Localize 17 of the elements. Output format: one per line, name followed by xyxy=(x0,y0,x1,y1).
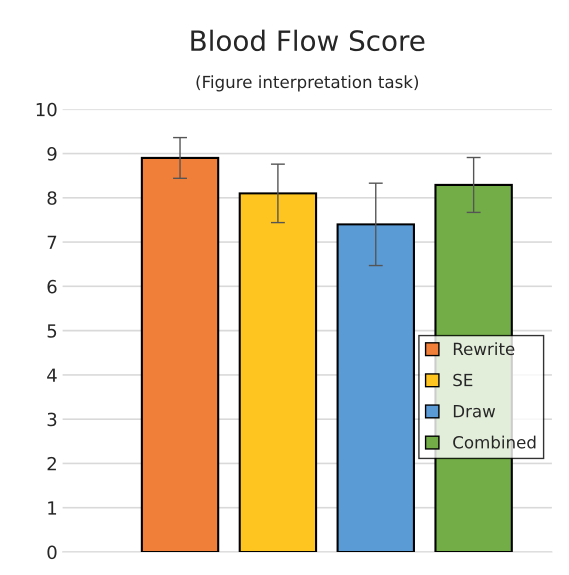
y-tick-label: 4 xyxy=(47,368,57,382)
chart-title: Blood Flow Score xyxy=(191,30,424,52)
y-tick-label: 6 xyxy=(48,280,57,294)
y-tick-label: 7 xyxy=(48,236,56,249)
y-tick-label: 5 xyxy=(48,324,56,338)
y-tick-label: 2 xyxy=(48,456,56,470)
y-tick-label: 1 xyxy=(48,501,56,515)
y-tick-label: 10 xyxy=(36,102,57,116)
legend-label: SE xyxy=(453,374,472,386)
legend-label: Rewrite xyxy=(454,342,514,356)
y-tick-label: 3 xyxy=(48,412,56,426)
legend-label: Draw xyxy=(454,405,496,418)
y-tick-label: 0 xyxy=(47,545,57,560)
y-tick-label: 9 xyxy=(47,146,56,161)
y-tick-label: 8 xyxy=(47,191,56,205)
legend-label: Combined xyxy=(453,436,536,449)
chart-subtitle: (Figure interpretation task) xyxy=(196,75,418,92)
